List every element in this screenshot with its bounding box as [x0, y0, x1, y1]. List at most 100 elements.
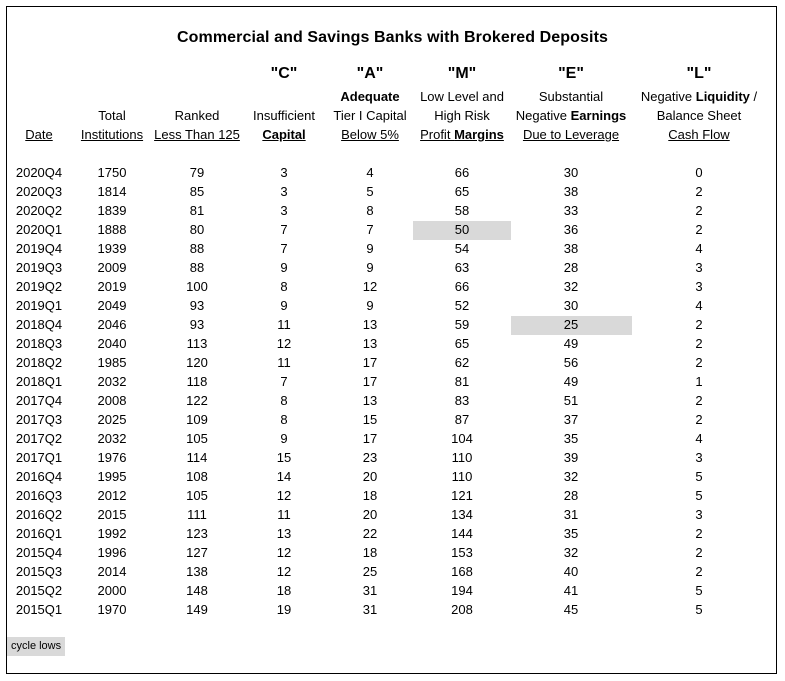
- table-cell: 18: [362, 545, 378, 560]
- table-cell: 3: [695, 260, 703, 275]
- table-cell: 1970: [97, 602, 127, 617]
- table-frame: Commercial and Savings Banks with Broker…: [6, 6, 777, 674]
- table-cell: 2025: [97, 412, 127, 427]
- table-cell: 123: [186, 526, 208, 541]
- table-cell: 127: [186, 545, 208, 560]
- table-cell: 50: [454, 222, 470, 237]
- table-cell: 2: [695, 526, 703, 541]
- table-cell: 2032: [97, 431, 127, 446]
- table-cell: 81: [454, 374, 470, 389]
- table-cell: 93: [189, 317, 205, 332]
- column-header-line: Low Level and: [420, 89, 504, 104]
- table-cell: 120: [186, 355, 208, 370]
- table-cell: 110: [451, 450, 473, 465]
- table-cell: 105: [186, 431, 208, 446]
- table-cell: 30: [563, 165, 579, 180]
- table-cell: 20: [362, 507, 378, 522]
- table-cell: 93: [189, 298, 205, 313]
- table-cell: 121: [451, 488, 473, 503]
- table-cell: 37: [563, 412, 579, 427]
- table-cell: 13: [362, 336, 378, 351]
- table-cell: 56: [563, 355, 579, 370]
- table-cell: 2049: [97, 298, 127, 313]
- row-date: 2020Q3: [15, 184, 63, 199]
- row-date: 2016Q2: [15, 507, 63, 522]
- table-cell: 5: [695, 583, 703, 598]
- table-cell: 14: [276, 469, 292, 484]
- column-header-line: Profit Margins: [420, 127, 504, 142]
- table-cell: 2: [695, 393, 703, 408]
- table-cell: 7: [366, 222, 374, 237]
- row-date: 2017Q2: [15, 431, 63, 446]
- table-cell: 23: [362, 450, 378, 465]
- table-cell: 2: [695, 336, 703, 351]
- row-date: 2019Q1: [15, 298, 63, 313]
- table-cell: 208: [451, 602, 473, 617]
- column-header-line: Institutions: [80, 127, 144, 142]
- table-cell: 8: [280, 279, 288, 294]
- table-cell: 35: [563, 431, 579, 446]
- table-cell: 5: [366, 184, 374, 199]
- table-cell: 22: [362, 526, 378, 541]
- table-cell: 25: [563, 317, 579, 332]
- column-header-line: Negative Liquidity /: [640, 89, 758, 104]
- table-cell: 28: [563, 260, 579, 275]
- table-cell: 153: [451, 545, 473, 560]
- table-cell: 38: [563, 241, 579, 256]
- table-cell: 3: [695, 507, 703, 522]
- table-cell: 1985: [97, 355, 127, 370]
- table-cell: 2: [695, 203, 703, 218]
- table-cell: 49: [563, 374, 579, 389]
- table-cell: 2032: [97, 374, 127, 389]
- cycle-low-highlight: [510, 316, 632, 335]
- column-header-line: Insufficient: [253, 108, 315, 123]
- column-header-line: Less Than 125: [154, 127, 240, 142]
- table-cell: 1939: [97, 241, 127, 256]
- table-cell: 7: [280, 374, 288, 389]
- table-cell: 2: [695, 317, 703, 332]
- table-cell: 9: [366, 260, 374, 275]
- table-cell: 39: [563, 450, 579, 465]
- table-cell: 13: [362, 393, 378, 408]
- table-cell: 2: [695, 412, 703, 427]
- table-cell: 41: [563, 583, 579, 598]
- table-cell: 5: [695, 602, 703, 617]
- table-cell: 2000: [97, 583, 127, 598]
- table-cell: 38: [563, 184, 579, 199]
- column-header-line: Negative Earnings: [515, 108, 627, 123]
- column-letter: "C": [270, 65, 298, 82]
- table-cell: 100: [186, 279, 208, 294]
- table-cell: 49: [563, 336, 579, 351]
- table-cell: 13: [362, 317, 378, 332]
- table-cell: 1750: [97, 165, 127, 180]
- table-cell: 12: [276, 488, 292, 503]
- table-cell: 144: [451, 526, 473, 541]
- table-cell: 32: [563, 469, 579, 484]
- table-cell: 87: [454, 412, 470, 427]
- table-cell: 148: [186, 583, 208, 598]
- column-header-line: Due to Leverage: [522, 127, 620, 142]
- table-cell: 2: [695, 222, 703, 237]
- row-date: 2017Q1: [15, 450, 63, 465]
- table-cell: 3: [280, 184, 288, 199]
- column-header-line: Cash Flow: [668, 127, 730, 142]
- table-cell: 138: [186, 564, 208, 579]
- table-cell: 12: [276, 564, 292, 579]
- table-cell: 88: [189, 260, 205, 275]
- row-date: 2017Q4: [15, 393, 63, 408]
- column-header-line: Substantial: [538, 89, 604, 104]
- table-cell: 12: [362, 279, 378, 294]
- table-cell: 2014: [97, 564, 127, 579]
- table-cell: 45: [563, 602, 579, 617]
- table-cell: 65: [454, 184, 470, 199]
- table-cell: 13: [276, 526, 292, 541]
- table-cell: 31: [362, 583, 378, 598]
- row-date: 2019Q4: [15, 241, 63, 256]
- table-cell: 11: [277, 507, 291, 522]
- table-cell: 1992: [97, 526, 127, 541]
- table-cell: 105: [186, 488, 208, 503]
- table-cell: 2: [695, 355, 703, 370]
- table-cell: 31: [362, 602, 378, 617]
- table-cell: 1839: [97, 203, 127, 218]
- table-cell: 79: [189, 165, 205, 180]
